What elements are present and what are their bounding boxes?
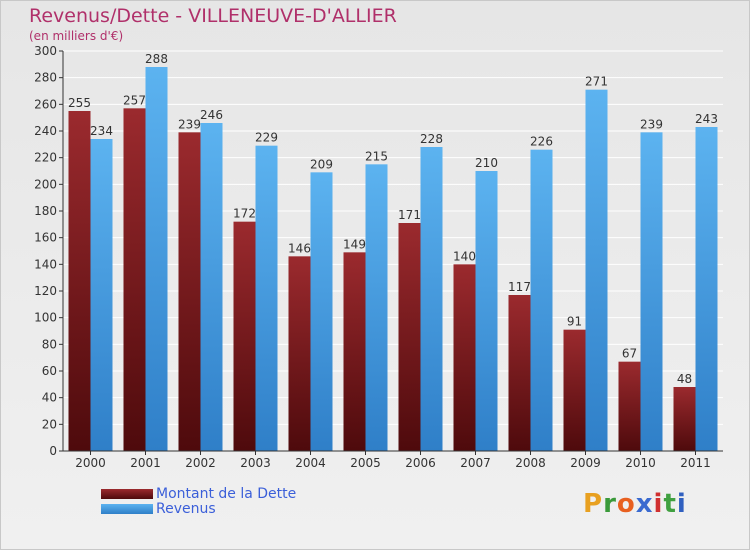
dette-bar	[178, 132, 201, 452]
x-tick-label: 2006	[405, 456, 436, 470]
y-tick-label: 120	[34, 284, 57, 298]
grid-layer	[63, 50, 723, 425]
x-tick-label: 2000	[75, 456, 106, 470]
bar-value-label: 149	[343, 237, 366, 251]
legend: Montant de la Dette Revenus	[101, 487, 296, 517]
y-tick-label: 60	[42, 364, 57, 378]
bar-value-label: 210	[475, 156, 498, 170]
bar-value-label: 255	[68, 96, 91, 110]
revenus-bar	[530, 149, 553, 451]
logo-letter: P	[583, 489, 604, 519]
x-tick-label: 2003	[240, 456, 271, 470]
logo-letter: i	[676, 489, 687, 519]
y-tick-label: 220	[34, 151, 57, 165]
bar-value-label: 215	[365, 149, 388, 163]
legend-swatch-dette	[101, 489, 153, 499]
y-tick-label: 80	[42, 337, 57, 351]
x-tick-label: 2008	[515, 456, 546, 470]
bar-value-label: 234	[90, 124, 113, 138]
y-tick-label: 300	[34, 44, 57, 58]
logo-letter: t	[663, 489, 677, 519]
dette-bar	[453, 264, 476, 451]
y-tick-label: 160	[34, 231, 57, 245]
bar-value-label: 239	[178, 117, 201, 131]
revenus-bar	[640, 132, 663, 452]
revenus-bar	[255, 145, 278, 451]
legend-label-dette: Montant de la Dette	[156, 486, 297, 502]
bar-value-label: 117	[508, 280, 531, 294]
revenus-bar	[145, 67, 168, 451]
dette-bar	[288, 256, 311, 451]
logo-letter: x	[635, 489, 654, 519]
dette-bar	[233, 221, 256, 451]
dette-bar	[123, 108, 146, 451]
legend-label-revenus: Revenus	[156, 501, 216, 517]
dette-bar	[398, 223, 421, 451]
y-tick-label: 140	[34, 257, 57, 271]
bar-value-label: 288	[145, 52, 168, 66]
y-tick-label: 280	[34, 71, 57, 85]
revenus-bar	[90, 139, 113, 451]
bar-value-label: 243	[695, 112, 718, 126]
bar-value-label: 146	[288, 241, 311, 255]
y-tick-label: 20	[42, 417, 57, 431]
bar-value-label: 228	[420, 132, 443, 146]
dette-bar	[563, 329, 586, 451]
x-tick-label: 2001	[130, 456, 161, 470]
revenus-bar	[585, 89, 608, 452]
axis-layer	[59, 50, 723, 455]
x-tick-label: 2011	[680, 456, 711, 470]
bar-value-label: 257	[123, 93, 146, 107]
bar-value-label: 271	[585, 75, 608, 89]
legend-item-dette: Montant de la Dette	[101, 487, 296, 502]
bar-value-label: 246	[200, 108, 223, 122]
dette-bar	[618, 361, 641, 451]
dette-bar	[343, 252, 366, 451]
chart-unit-label: (en milliers d'€)	[29, 29, 124, 43]
revenus-bar	[200, 123, 223, 451]
y-tick-label: 180	[34, 204, 57, 218]
x-tick-label: 2010	[625, 456, 656, 470]
chart-title: Revenus/Dette - VILLENEUVE-D'ALLIER	[29, 5, 397, 27]
revenus-bar	[420, 147, 443, 451]
y-tick-label: 40	[42, 391, 57, 405]
revenus-bar	[695, 127, 718, 451]
bar-value-label: 140	[453, 249, 476, 263]
logo-letter: o	[616, 489, 636, 519]
revenus-bar	[310, 172, 333, 452]
bar-value-label: 48	[677, 372, 692, 386]
revenus-bar	[475, 171, 498, 451]
bar-value-label: 171	[398, 208, 421, 222]
bar-value-label: 67	[622, 347, 637, 361]
bar-value-label: 239	[640, 117, 663, 131]
legend-swatch-revenus	[101, 504, 153, 514]
x-tick-label: 2007	[460, 456, 491, 470]
logo-letter: i	[653, 489, 664, 519]
dette-bar	[68, 111, 91, 451]
bar-value-label: 229	[255, 131, 278, 145]
x-tick-label: 2004	[295, 456, 326, 470]
y-tick-label: 260	[34, 97, 57, 111]
legend-item-revenus: Revenus	[101, 502, 296, 517]
x-tick-label: 2009	[570, 456, 601, 470]
bar-value-label: 209	[310, 157, 333, 171]
labels-layer: 0 20 40 60 80 100 120 140 160 180 200 220 240 260 280 3…	[34, 44, 718, 470]
x-tick-label: 2002	[185, 456, 216, 470]
y-tick-label: 0	[49, 444, 57, 458]
x-tick-label: 2005	[350, 456, 381, 470]
revenus-bar	[365, 164, 388, 452]
dette-bar	[673, 387, 696, 451]
dette-bar	[508, 295, 531, 451]
y-tick-label: 100	[34, 311, 57, 325]
bar-value-label: 91	[567, 315, 582, 329]
y-tick-label: 200	[34, 177, 57, 191]
y-tick-label: 240	[34, 124, 57, 138]
bar-value-label: 226	[530, 135, 553, 149]
logo-letter: r	[603, 489, 617, 519]
bars-layer	[68, 67, 718, 452]
bar-value-label: 172	[233, 207, 256, 221]
proxiti-logo: Proxiti	[583, 489, 687, 519]
